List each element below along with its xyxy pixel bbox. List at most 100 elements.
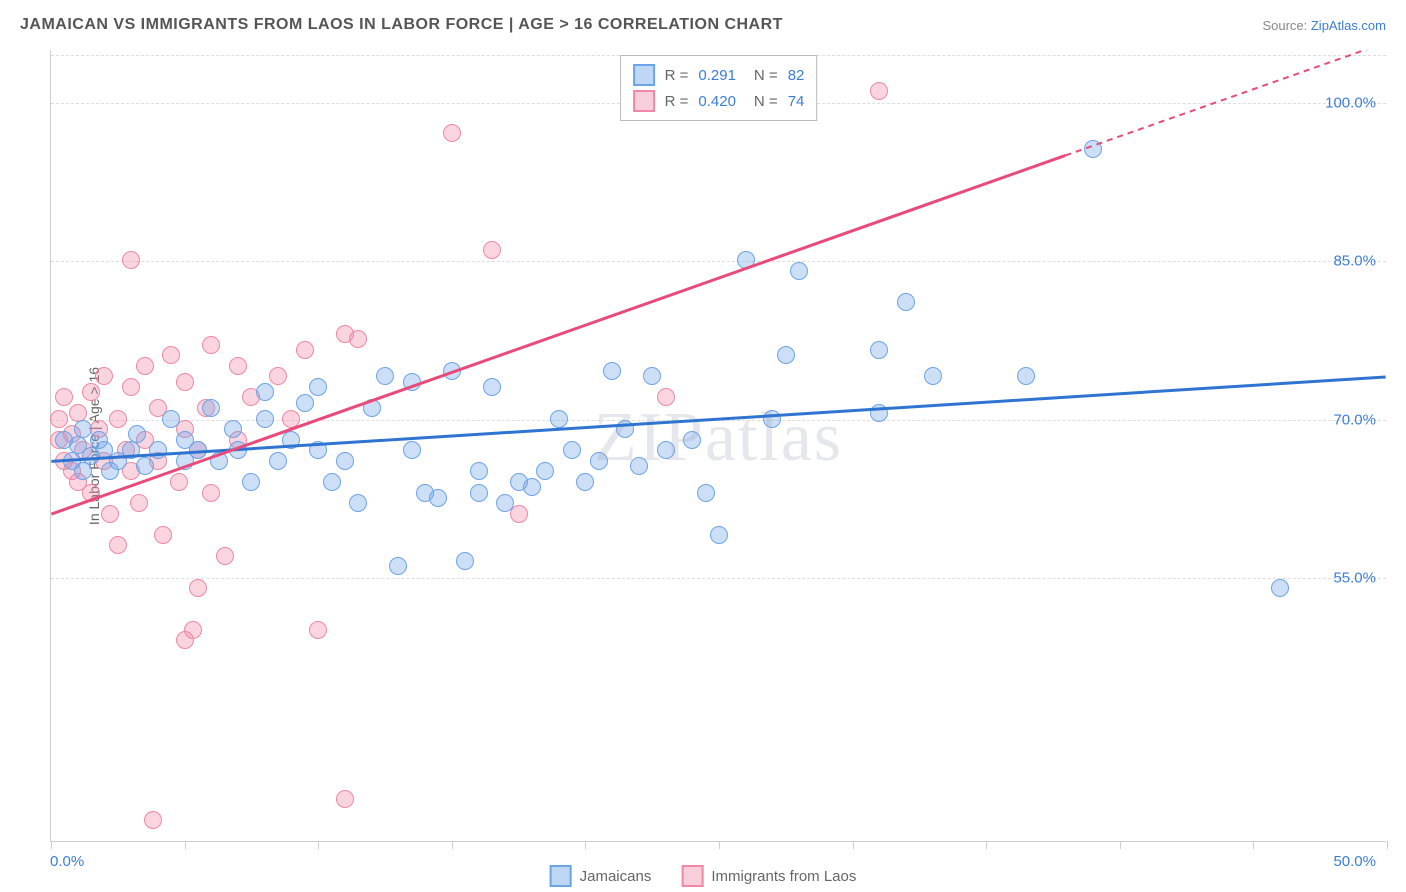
swatch-pink [681,865,703,887]
swatch-blue [633,64,655,86]
scatter-point-pink [122,378,140,396]
scatter-point-blue [683,431,701,449]
legend-item-pink: Immigrants from Laos [681,865,856,887]
scatter-point-blue [550,410,568,428]
legend-label-pink: Immigrants from Laos [711,868,856,885]
scatter-point-blue [870,341,888,359]
swatch-blue [550,865,572,887]
scatter-point-blue [456,552,474,570]
scatter-point-blue [870,404,888,422]
x-axis-min-label: 0.0% [50,853,84,870]
scatter-point-pink [95,367,113,385]
tick-v [51,841,52,849]
r-label: R = [665,67,689,84]
scatter-point-pink [154,526,172,544]
scatter-point-blue [470,462,488,480]
scatter-point-blue [363,399,381,417]
scatter-point-blue [349,494,367,512]
scatter-point-blue [336,452,354,470]
stats-row-pink: R = 0.420 N = 74 [633,88,805,114]
scatter-point-pink [189,579,207,597]
scatter-point-pink [216,547,234,565]
scatter-point-blue [296,394,314,412]
scatter-point-blue [443,362,461,380]
chart-title: JAMAICAN VS IMMIGRANTS FROM LAOS IN LABO… [20,16,783,34]
scatter-point-blue [777,346,795,364]
bottom-legend: Jamaicans Immigrants from Laos [550,865,857,887]
scatter-point-pink [176,373,194,391]
source-link[interactable]: ZipAtlas.com [1311,18,1386,33]
tick-v [1120,841,1121,849]
scatter-point-blue [403,441,421,459]
y-tick-label: 55.0% [1333,570,1376,587]
x-axis-max-label: 50.0% [1333,853,1376,870]
scatter-point-blue [603,362,621,380]
r-value-pink: 0.420 [698,93,736,110]
scatter-point-blue [136,457,154,475]
scatter-point-blue [323,473,341,491]
scatter-point-pink [162,346,180,364]
r-label: R = [665,93,689,110]
y-tick-label: 85.0% [1333,253,1376,270]
scatter-point-pink [144,811,162,829]
y-tick-label: 70.0% [1333,411,1376,428]
scatter-point-blue [74,462,92,480]
scatter-point-pink [184,621,202,639]
scatter-point-pink [109,536,127,554]
scatter-point-pink [82,383,100,401]
scatter-point-pink [282,410,300,428]
scatter-point-pink [101,505,119,523]
scatter-point-blue [189,441,207,459]
scatter-point-blue [470,484,488,502]
gridline-h [51,578,1386,579]
regression-lines [51,50,1386,841]
scatter-point-pink [349,330,367,348]
scatter-point-blue [563,441,581,459]
tick-v [318,841,319,849]
scatter-point-pink [82,484,100,502]
regression-line-pink [51,155,1065,514]
tick-v [986,841,987,849]
scatter-point-blue [763,410,781,428]
scatter-point-blue [74,420,92,438]
scatter-point-blue [224,420,242,438]
n-value-blue: 82 [788,67,805,84]
tick-v [585,841,586,849]
scatter-point-blue [229,441,247,459]
scatter-point-pink [202,336,220,354]
scatter-point-pink [55,388,73,406]
source-citation: Source: ZipAtlas.com [1262,18,1386,33]
tick-v [853,841,854,849]
scatter-point-blue [162,410,180,428]
scatter-point-pink [336,790,354,808]
n-label: N = [754,67,778,84]
scatter-point-blue [483,378,501,396]
source-label: Source: [1262,18,1310,33]
scatter-point-pink [202,484,220,502]
scatter-point-blue [309,378,327,396]
scatter-point-blue [389,557,407,575]
scatter-point-pink [296,341,314,359]
scatter-point-pink [122,251,140,269]
scatter-point-pink [870,82,888,100]
scatter-point-blue [1017,367,1035,385]
n-value-pink: 74 [788,93,805,110]
legend-label-blue: Jamaicans [580,868,652,885]
tick-v [1387,841,1388,849]
scatter-point-blue [1084,140,1102,158]
tick-v [719,841,720,849]
scatter-point-blue [376,367,394,385]
scatter-point-blue [309,441,327,459]
tick-v [1253,841,1254,849]
scatter-point-blue [122,441,140,459]
scatter-point-pink [269,367,287,385]
scatter-point-blue [737,251,755,269]
scatter-point-blue [523,478,541,496]
scatter-point-blue [616,420,634,438]
scatter-point-blue [576,473,594,491]
scatter-point-blue [496,494,514,512]
legend-item-blue: Jamaicans [550,865,652,887]
scatter-point-pink [109,410,127,428]
chart-header: JAMAICAN VS IMMIGRANTS FROM LAOS IN LABO… [0,0,1406,50]
tick-v [185,841,186,849]
